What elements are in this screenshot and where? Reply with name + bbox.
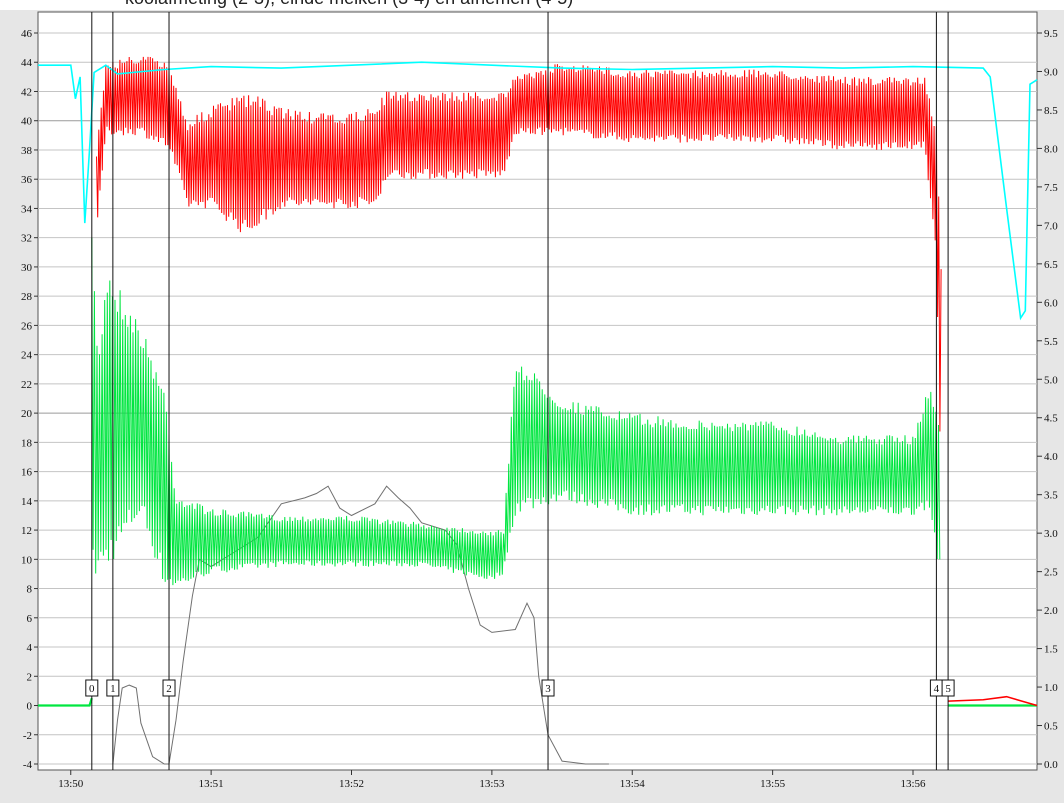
marker-box-3 (541, 679, 555, 697)
right-tick-label-18: 0.5 (1044, 721, 1058, 733)
right-tick-label-9: 5.0 (1044, 374, 1058, 386)
right-tick-label-1: 9.0 (1044, 66, 1058, 78)
chart-caption-text: koolafmeting (2-3), einde melken (3-4) e… (125, 0, 573, 9)
marker-box-2 (162, 679, 176, 697)
right-tick-label-3: 8.0 (1044, 143, 1058, 155)
left-tick-label-7: 32 (21, 233, 32, 245)
right-tick-label-2: 8.5 (1044, 105, 1058, 117)
marker-box-0 (85, 679, 99, 697)
left-tick-label-17: 12 (21, 525, 32, 537)
right-tick-label-14: 2.5 (1044, 567, 1058, 579)
left-tick-label-8: 30 (21, 262, 33, 274)
right-tick-label-19: 0.0 (1044, 759, 1058, 771)
left-tick-label-11: 24 (21, 350, 33, 362)
series-3-line (112, 485, 609, 765)
left-tick-label-24: -2 (23, 730, 32, 742)
series-1-band-line (96, 56, 942, 432)
right-tick-label-10: 4.5 (1044, 413, 1058, 425)
left-tick-label-25: -4 (23, 759, 33, 771)
marker-label-3: 3 (545, 683, 551, 695)
right-tick-label-16: 1.5 (1044, 644, 1058, 656)
x-tick-label-5: 13:55 (760, 778, 786, 790)
right-tick-label-5: 7.0 (1044, 220, 1058, 232)
marker-label-2: 2 (166, 683, 172, 695)
left-tick-label-9: 28 (21, 291, 33, 303)
left-tick-label-13: 20 (21, 408, 33, 420)
right-tick-label-13: 3.0 (1044, 528, 1058, 540)
left-tick-label-14: 18 (21, 437, 33, 449)
left-tick-label-0: 46 (21, 28, 33, 40)
x-tick-label-6: 13:56 (900, 778, 926, 790)
marker-box-5 (941, 679, 955, 697)
marker-label-5: 5 (945, 683, 951, 695)
left-tick-label-3: 40 (21, 116, 33, 128)
right-tick-label-12: 3.5 (1044, 490, 1058, 502)
series-0-line (38, 61, 1038, 321)
left-tick-label-20: 6 (27, 613, 33, 625)
left-tick-label-4: 38 (21, 145, 33, 157)
marker-box-1 (106, 679, 120, 697)
left-tick-label-18: 10 (21, 554, 33, 566)
left-tick-label-15: 16 (21, 467, 33, 479)
left-tick-label-10: 26 (21, 320, 33, 332)
right-tick-label-4: 7.5 (1044, 182, 1058, 194)
left-tick-label-19: 8 (27, 584, 33, 596)
left-tick-label-22: 2 (27, 671, 33, 683)
left-tick-label-2: 42 (21, 86, 32, 98)
series-2-band-line (91, 237, 941, 586)
right-tick-label-7: 6.0 (1044, 297, 1058, 309)
right-tick-label-17: 1.0 (1044, 682, 1058, 694)
left-tick-label-12: 22 (21, 379, 32, 391)
marker-label-0: 0 (89, 683, 95, 695)
marker-label-4: 4 (934, 683, 940, 695)
left-tick-label-5: 36 (21, 174, 33, 186)
left-tick-label-6: 34 (21, 203, 33, 215)
x-tick-label-1: 13:51 (199, 778, 224, 790)
marker-label-1: 1 (110, 683, 116, 695)
left-tick-label-21: 4 (27, 642, 33, 654)
right-tick-label-6: 6.5 (1044, 259, 1058, 271)
left-tick-label-16: 14 (21, 496, 33, 508)
x-tick-label-3: 13:53 (479, 778, 505, 790)
x-tick-label-0: 13:50 (58, 778, 84, 790)
chart-caption: koolafmeting (2-3), einde melken (3-4) e… (0, 0, 1064, 10)
left-tick-label-1: 44 (21, 57, 33, 69)
right-tick-label-15: 2.0 (1044, 605, 1058, 617)
right-tick-label-0: 9.5 (1044, 28, 1058, 40)
series-1-tail-line (948, 695, 1038, 707)
right-tick-label-11: 4.0 (1044, 451, 1058, 463)
left-tick-label-23: 0 (27, 701, 33, 713)
right-tick-label-8: 5.5 (1044, 336, 1058, 348)
x-tick-label-4: 13:54 (620, 778, 646, 790)
x-tick-label-2: 13:52 (339, 778, 364, 790)
series-2-head-line (38, 697, 93, 707)
